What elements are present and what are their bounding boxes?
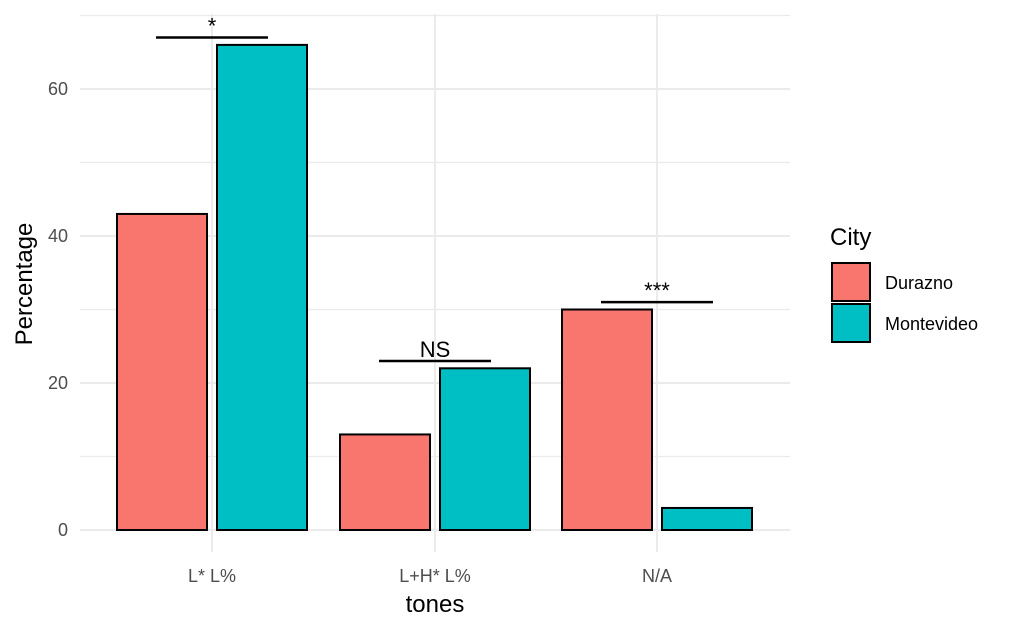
significance-label: ***: [644, 278, 670, 303]
x-axis-ticks: L* L% L+H* L% N/A: [188, 566, 672, 586]
y-tick-label: 60: [48, 79, 68, 99]
y-tick-label: 0: [58, 520, 68, 540]
bar-durazno-1: [339, 433, 431, 532]
bar-durazno-2: [561, 308, 653, 531]
x-tick-label: L* L%: [188, 566, 236, 586]
significance-label: NS: [420, 337, 451, 362]
y-tick-label: 40: [48, 226, 68, 246]
bar-montevideo-1: [439, 367, 531, 531]
y-axis-title: Percentage: [11, 223, 38, 346]
bar-durazno-0: [116, 212, 208, 531]
legend: City Durazno Montevideo: [830, 224, 978, 343]
legend-label-montevideo: Montevideo: [885, 314, 978, 334]
bars: [116, 43, 753, 532]
significance-label: *: [208, 14, 217, 39]
x-tick-label: L+H* L%: [399, 566, 471, 586]
significance-annotations: * NS ***: [156, 14, 713, 363]
legend-swatch-durazno: [831, 262, 871, 302]
bar-montevideo-2: [661, 506, 753, 532]
x-axis-title: tones: [406, 591, 465, 618]
y-tick-label: 20: [48, 373, 68, 393]
legend-title: City: [830, 224, 871, 251]
x-tick-label: N/A: [642, 566, 672, 586]
bar-montevideo-0: [216, 43, 308, 532]
legend-label-durazno: Durazno: [885, 273, 953, 293]
y-axis-ticks: 0 20 40 60: [48, 79, 68, 540]
legend-swatch-montevideo: [831, 303, 871, 343]
